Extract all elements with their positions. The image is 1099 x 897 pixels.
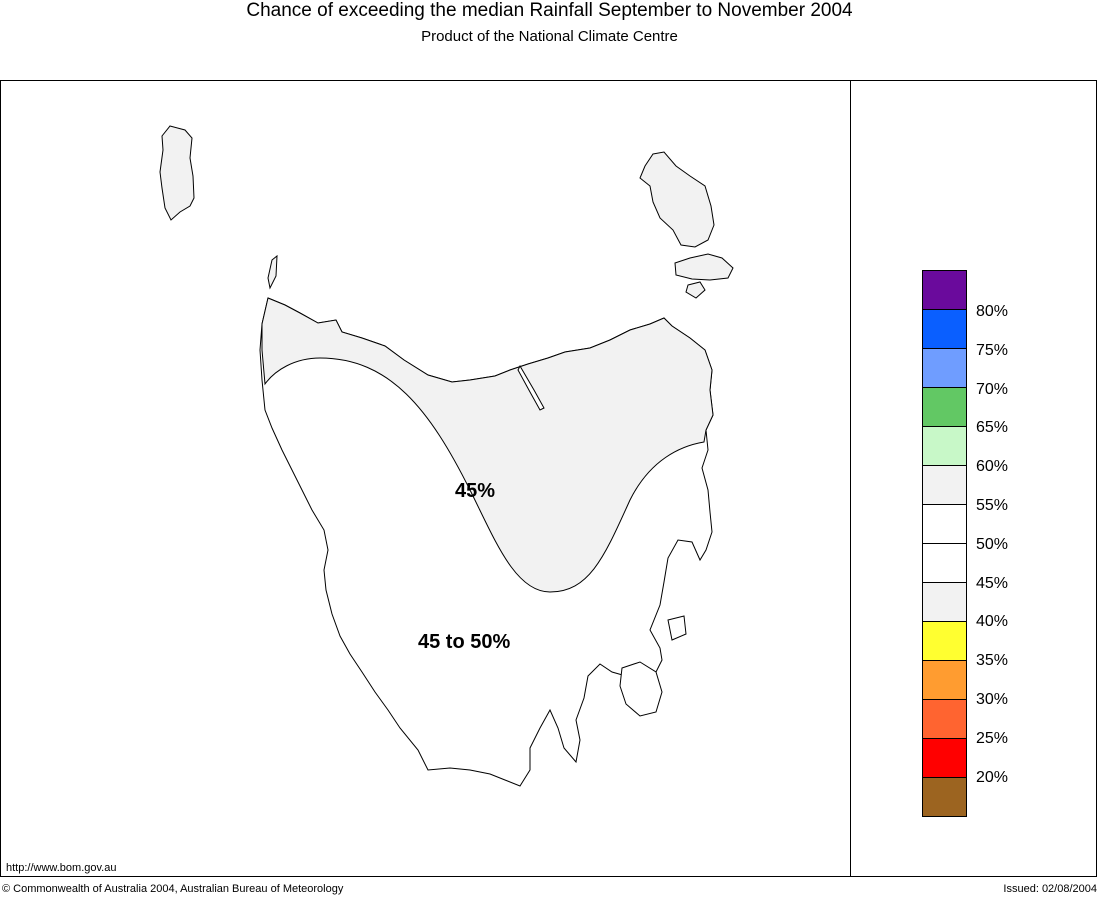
legend-swatch: [922, 778, 967, 817]
legend-swatch: [922, 583, 967, 622]
legend-swatch: [922, 349, 967, 388]
legend-label: 50%: [976, 535, 1009, 553]
legend-label: 70%: [976, 380, 1009, 398]
legend: [922, 270, 967, 817]
footer-url[interactable]: http://www.bom.gov.au: [6, 862, 117, 874]
legend-label: 55%: [976, 497, 1009, 514]
map-title: Chance of exceeding the median Rainfall …: [246, 0, 853, 21]
legend-swatch: [922, 544, 967, 583]
legend-swatch: [922, 270, 967, 310]
legend-label: 45%: [976, 574, 1009, 592]
flinders-island: [639, 151, 715, 248]
legend-swatch: [922, 388, 967, 427]
legend-label: 75%: [976, 341, 1009, 359]
legend-swatch: [922, 622, 967, 661]
legend-swatch: [922, 661, 967, 700]
cape-barren-island: [674, 253, 734, 281]
legend-label: 80%: [976, 303, 1009, 320]
footer-copyright: © Commonwealth of Australia 2004, Austra…: [2, 883, 344, 895]
map-label-45-percent: 45%: [455, 480, 495, 502]
map-label-45-to-50-percent: 45 to 50%: [418, 631, 510, 653]
legend-swatch: [922, 310, 967, 349]
legend-label: 60%: [976, 458, 1009, 476]
king-island: [159, 125, 195, 221]
legend-swatch: [922, 505, 967, 544]
legend-label: 35%: [976, 652, 1009, 670]
footer-issued-date: Issued: 02/08/2004: [1003, 883, 1097, 895]
tasmania-map: 45% 45 to 50%: [159, 125, 734, 787]
legend-label: 65%: [976, 419, 1009, 437]
legend-label: 30%: [976, 691, 1009, 708]
legend-label: 25%: [976, 729, 1009, 747]
map-subtitle: Product of the National Climate Centre: [421, 28, 678, 45]
legend-swatch: [922, 466, 967, 505]
legend-swatch: [922, 739, 967, 778]
map-frame: [0, 80, 1097, 877]
legend-swatch: [922, 427, 967, 466]
legend-swatch: [922, 700, 967, 739]
legend-label: 20%: [976, 768, 1009, 786]
legend-label: 40%: [976, 613, 1009, 631]
legend-divider: [850, 80, 851, 877]
region-45-percent: [261, 297, 714, 593]
